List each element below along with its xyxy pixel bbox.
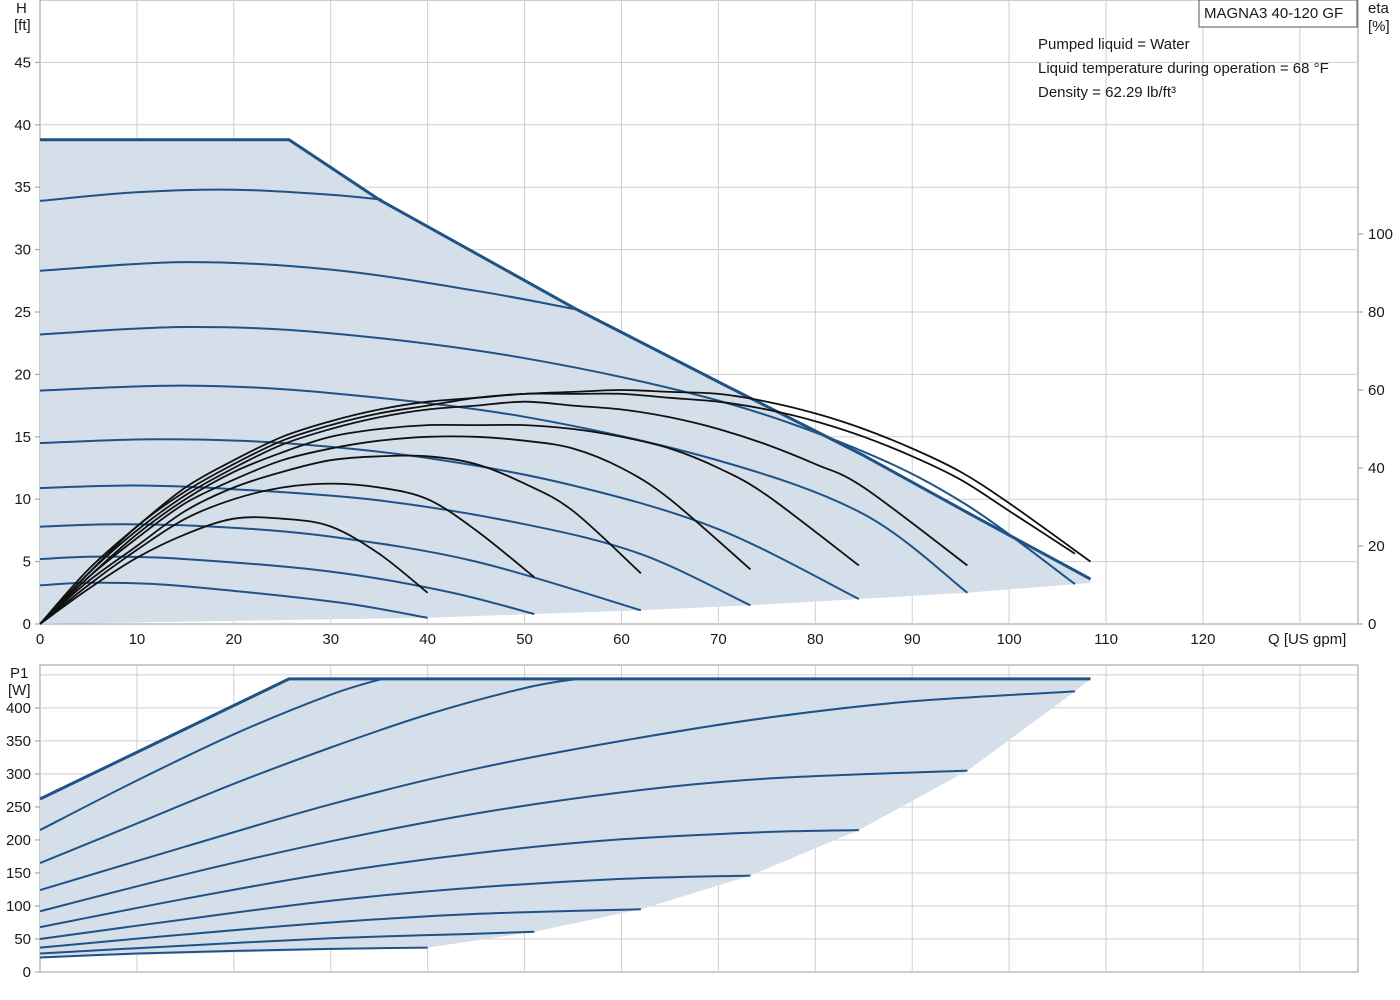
power-curve [39, 677, 383, 831]
head-operating-area [40, 139, 1091, 624]
power-curve [39, 930, 535, 955]
x-tick-label: 30 [322, 631, 339, 648]
x-tick-label: 120 [1190, 631, 1215, 648]
x-tick-label: 10 [129, 631, 146, 648]
left-tick-label: 20 [14, 366, 31, 383]
left-tick-label: 40 [14, 117, 31, 134]
head-curve [39, 384, 969, 594]
info-density: Density = 62.29 lb/ft³ [1038, 84, 1176, 101]
efficiency-curve [39, 423, 860, 625]
bottom-tick-label: 0 [23, 964, 31, 981]
head-curve [39, 188, 383, 202]
head-curve [39, 438, 860, 600]
head-curve [39, 261, 578, 311]
head-max-curve [40, 138, 1092, 581]
bottom-tick-label: 50 [14, 931, 31, 948]
right-tick-label: 40 [1368, 460, 1385, 477]
bottom-tick-label: 200 [6, 832, 31, 849]
bottom-tick-label: 300 [6, 766, 31, 783]
x-tick-label: 90 [904, 631, 921, 648]
bottom-tick-label: 250 [6, 799, 31, 816]
power-plot: 0 50 100 150 200 250 300 350 400 [6, 664, 1359, 981]
bottom-tick-label: 400 [6, 700, 31, 717]
right-axis-label-line1: eta [1368, 0, 1390, 17]
head-curve [39, 523, 642, 612]
title-box: MAGNA3 40-120 GF [1198, 0, 1358, 28]
power-curve [39, 829, 859, 929]
efficiency-curve [39, 454, 642, 625]
efficiency-curve [39, 516, 429, 625]
info-block: Pumped liquid = Water Liquid temperature… [1038, 36, 1329, 101]
x-tick-label: 110 [1094, 631, 1118, 648]
power-curve [39, 946, 428, 959]
x-axis-label: Q [US gpm] [1268, 631, 1346, 648]
x-tick-label: 80 [807, 631, 824, 648]
right-tick-label: 60 [1368, 382, 1385, 399]
head-curve [39, 555, 535, 615]
efficiency-curve [39, 400, 968, 625]
efficiency-curve [39, 482, 535, 625]
efficiency-curve [39, 389, 1092, 625]
power-curve [39, 677, 578, 865]
title-box-text: MAGNA3 40-120 GF [1204, 5, 1343, 22]
x-tick-label: 70 [710, 631, 727, 648]
left-tick-label: 5 [23, 554, 31, 571]
info-liquid-temperature: Liquid temperature during operation = 68… [1038, 60, 1329, 77]
x-tick-label: 20 [225, 631, 242, 648]
power-curve [39, 769, 968, 913]
power-curve [39, 874, 751, 940]
efficiency-curve [39, 435, 751, 625]
head-efficiency-plot: 0 5 10 15 20 25 30 35 40 45 0 20 40 60 80 100 0 10 20 30 40 5… [14, 0, 1393, 648]
left-tick-label: 45 [14, 54, 31, 71]
x-tick-label: 100 [997, 631, 1022, 648]
bottom-tick-label: 350 [6, 733, 31, 750]
top-left-axis-label-line1: H [16, 0, 27, 17]
right-tick-label: 100 [1368, 226, 1393, 243]
bottom-tick-label: 150 [6, 865, 31, 882]
bottom-axis-label-line1: P1 [10, 665, 28, 682]
power-curve [39, 908, 641, 949]
left-tick-label: 15 [14, 429, 31, 446]
x-tick-label: 40 [419, 631, 436, 648]
head-curve [39, 484, 751, 607]
x-tick-label: 50 [516, 631, 533, 648]
power-operating-area [40, 678, 1091, 958]
power-curve [39, 690, 1076, 892]
top-left-axis-label-line2: [ft] [14, 17, 31, 34]
right-tick-label: 0 [1368, 616, 1376, 633]
left-tick-label: 25 [14, 304, 31, 321]
bottom-axis-label-line2: [W] [8, 682, 31, 699]
info-pumped-liquid: Pumped liquid = Water [1038, 36, 1190, 53]
power-max-curve [39, 677, 1091, 801]
right-axis-label-line2: [%] [1368, 18, 1390, 35]
x-tick-label: 0 [36, 631, 44, 648]
left-tick-label: 30 [14, 242, 31, 259]
left-tick-label: 35 [14, 179, 31, 196]
head-curve [39, 325, 1076, 585]
bottom-tick-label: 100 [6, 898, 31, 915]
right-tick-label: 80 [1368, 304, 1385, 321]
right-tick-label: 20 [1368, 538, 1385, 555]
head-curve [39, 581, 428, 619]
left-tick-label: 0 [23, 616, 31, 633]
axis-labels: H [ft] eta [%] Q [US gpm] P1 [W] [8, 0, 1390, 699]
left-tick-label: 10 [14, 491, 31, 508]
x-tick-label: 60 [613, 631, 630, 648]
